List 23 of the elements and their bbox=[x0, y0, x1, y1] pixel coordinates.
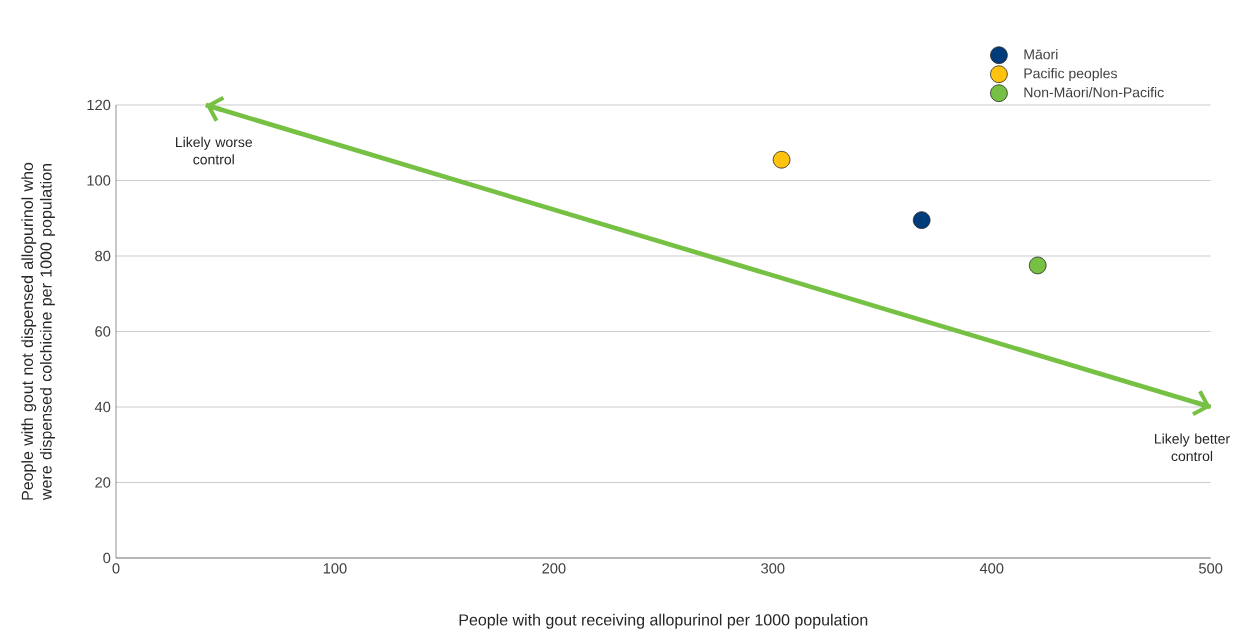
y-tick-label: 80 bbox=[95, 250, 111, 262]
point bbox=[1028, 256, 1047, 275]
legend-label: Pacific peoples bbox=[1024, 68, 1117, 82]
point bbox=[912, 211, 931, 229]
y-tick-label: 0 bbox=[103, 552, 111, 564]
y-tick-label: 20 bbox=[95, 477, 111, 488]
x-tick-label: 200 bbox=[542, 563, 566, 574]
x-tick-label: 0 bbox=[112, 563, 120, 574]
legend-label: Māori bbox=[1024, 49, 1058, 60]
y-tick-label: 60 bbox=[95, 326, 111, 337]
x-tick-label: 300 bbox=[761, 563, 785, 574]
x-tick-label: 500 bbox=[1199, 563, 1223, 574]
y-tick-label: 120 bbox=[87, 99, 111, 111]
legend-label: Non-Māori/Non-Pacific bbox=[1024, 87, 1164, 98]
point bbox=[772, 150, 791, 169]
x-tick-label: 100 bbox=[323, 563, 347, 574]
x-tick-label: 400 bbox=[979, 563, 1004, 574]
annotation: Likely better control bbox=[1155, 433, 1230, 462]
y-tick-label: 100 bbox=[87, 175, 111, 186]
y-tick-label: 40 bbox=[94, 401, 111, 413]
y-axis-title: People with gout not dispensed allopurinol who were dispensed colchicine per 1000 population bbox=[21, 162, 55, 501]
x-axis-title: People with gout receiving allopurinol per 1000 population bbox=[459, 613, 868, 629]
annotation: Likely worse control bbox=[176, 136, 253, 165]
